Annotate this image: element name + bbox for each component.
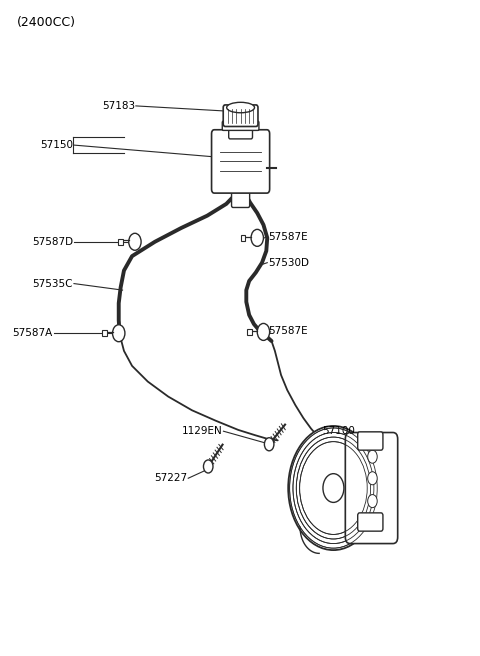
Circle shape [251,230,264,247]
Text: 57587E: 57587E [268,232,308,241]
Circle shape [129,234,141,251]
FancyBboxPatch shape [223,105,258,127]
Text: 57100: 57100 [323,426,355,436]
Circle shape [368,516,377,529]
Text: 57587D: 57587D [32,237,73,247]
Circle shape [257,323,270,340]
Circle shape [264,438,274,451]
Circle shape [204,460,213,473]
Text: 1129EN: 1129EN [182,426,223,436]
Circle shape [323,474,344,502]
FancyBboxPatch shape [358,513,383,531]
Text: 57150: 57150 [40,140,73,150]
Circle shape [288,426,379,550]
Circle shape [368,472,377,485]
Circle shape [112,325,125,342]
Bar [240,235,245,241]
Text: 57530D: 57530D [268,258,309,268]
FancyBboxPatch shape [231,185,250,207]
Text: 57587E: 57587E [268,325,308,336]
Text: (2400CC): (2400CC) [17,16,76,29]
Text: 57587A: 57587A [12,328,53,338]
Ellipse shape [227,102,254,113]
FancyBboxPatch shape [228,121,252,139]
Circle shape [368,495,377,508]
Bar [247,329,252,335]
Text: 57183: 57183 [102,101,135,111]
Bar [102,330,107,337]
FancyBboxPatch shape [222,121,259,131]
Bar [118,239,123,245]
FancyBboxPatch shape [212,130,270,193]
FancyBboxPatch shape [358,432,383,450]
Text: 57535C: 57535C [33,279,73,289]
FancyBboxPatch shape [345,432,398,544]
Text: 57227: 57227 [154,473,187,483]
Circle shape [368,450,377,463]
